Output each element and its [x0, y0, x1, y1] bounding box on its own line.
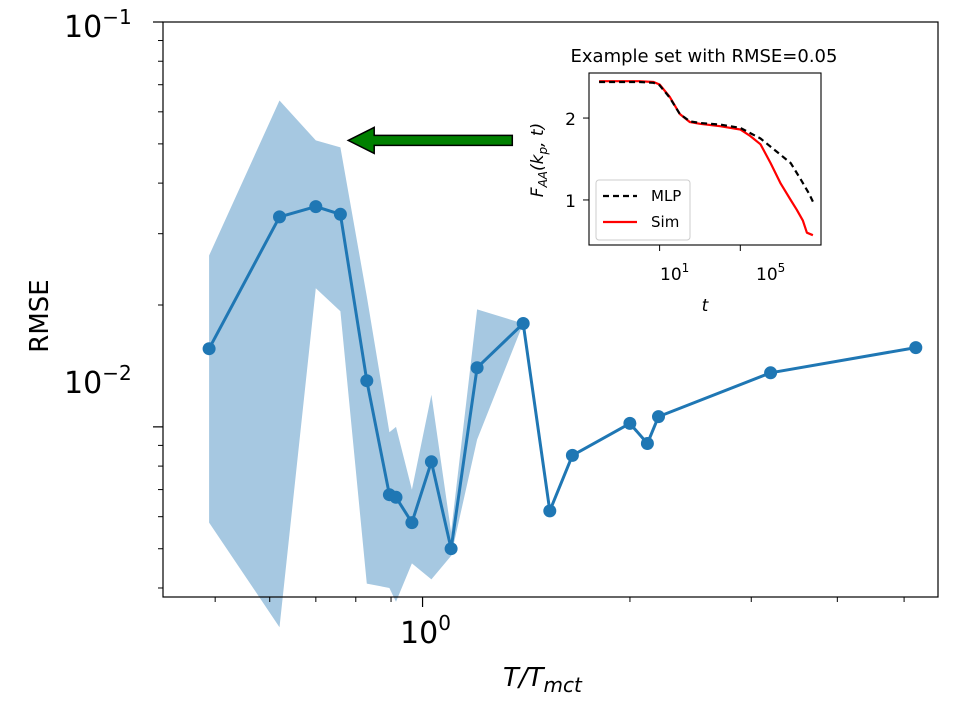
main-ticks-layer: [153, 21, 905, 607]
main-axes-frame: [162, 21, 939, 598]
uncertainty-band: [209, 100, 550, 628]
inset-title: Example set with RMSE=0.05: [571, 46, 838, 67]
inset-y-axis-label: FAA(kp, t): [528, 123, 550, 197]
green-arrow: [346, 126, 514, 155]
inset-x-axis-label: t: [702, 296, 710, 316]
inset-plot: Example set with RMSE=0.05 2 1 101 105 t…: [528, 46, 837, 316]
rmse-point: [424, 455, 438, 469]
rmse-point: [389, 490, 403, 504]
y-tick-label-top: 10−1: [64, 5, 132, 45]
rmse-point: [202, 342, 216, 356]
rmse-point: [909, 341, 923, 355]
rmse-point: [516, 317, 530, 330]
inset-y-tick-label-1: 1: [565, 192, 576, 212]
rmse-point: [623, 416, 637, 430]
rmse-point: [640, 437, 654, 450]
rmse-point: [333, 207, 347, 221]
rmse-point: [360, 374, 374, 388]
x-axis-label: T/Tmct: [503, 663, 583, 697]
rmse-point: [405, 516, 419, 530]
rmse-point: [444, 542, 458, 556]
main-points-layer: [202, 200, 923, 556]
inset-legend: MLP Sim: [595, 179, 691, 241]
y-tick-label-mid: 10−2: [64, 361, 132, 401]
main-plot: 10−1 10−2 100 RMSE T/Tmct: [25, 5, 939, 697]
inset-x-tick-label-1: 101: [660, 261, 689, 285]
rmse-point: [565, 448, 579, 462]
rmse-point: [309, 200, 323, 214]
inset-y-tick-label-2: 2: [565, 110, 576, 130]
inset-series-layer: [599, 80, 814, 237]
inset-x-tick-label-5: 105: [756, 261, 785, 285]
y-axis-label: RMSE: [25, 279, 55, 352]
rmse-point: [764, 366, 778, 380]
x-tick-label: 100: [400, 611, 451, 651]
inset-ticks-layer: [583, 117, 741, 251]
rmse-point: [273, 210, 286, 224]
legend-label-sim: Sim: [651, 213, 679, 231]
inset-axes-frame: [588, 72, 822, 246]
rmse-point: [652, 410, 665, 424]
rmse-point: [470, 361, 484, 375]
rmse-point: [543, 504, 557, 518]
inset-series-mlp: [599, 80, 814, 203]
arrow-layer: [346, 126, 514, 155]
legend-label-mlp: MLP: [651, 187, 681, 205]
legend-box: [595, 179, 691, 241]
uncertainty-band-layer: [209, 100, 550, 628]
